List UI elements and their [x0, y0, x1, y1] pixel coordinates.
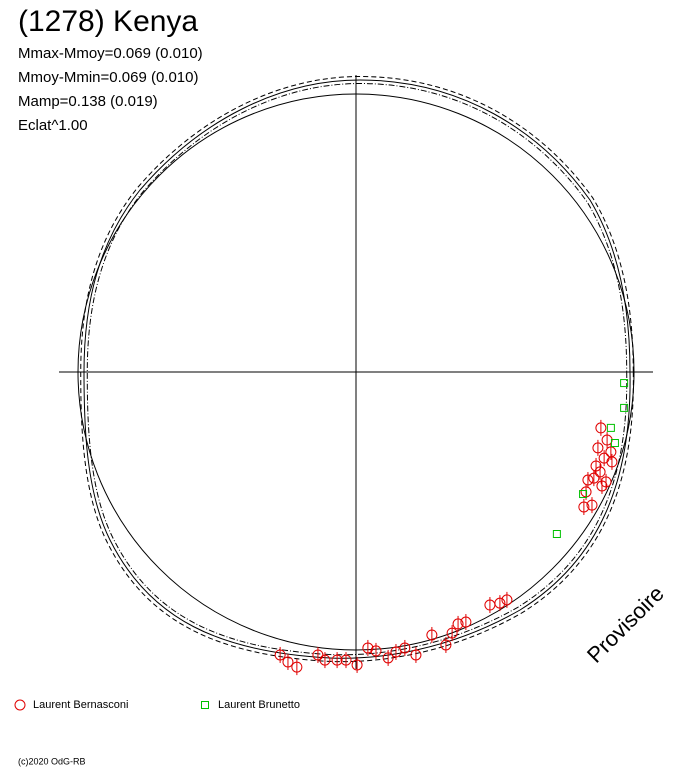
data-point: [460, 616, 472, 628]
data-point: [501, 594, 513, 606]
data-point-group: [312, 646, 324, 663]
data-point-group: [370, 642, 382, 659]
data-point-group: [588, 470, 600, 487]
fit-curves: [80, 75, 634, 663]
data-point: [446, 627, 458, 639]
annotation: Mmax-Mmoy=0.069 (0.010): [18, 45, 203, 62]
data-point-group: [592, 439, 604, 456]
data-point: [382, 652, 394, 664]
data-point-group: [600, 473, 612, 490]
data-point: [494, 597, 506, 609]
data-point: [340, 654, 352, 666]
data-point-group: [494, 595, 506, 612]
data-point-group: [594, 463, 606, 480]
legend-marker: [201, 701, 209, 709]
data-point: [596, 480, 608, 492]
legend-label: Laurent Bernasconi: [33, 699, 128, 711]
fit-curve-upper: [80, 75, 634, 663]
data-point: [362, 642, 374, 654]
data-point-group: [426, 626, 438, 643]
data-point-group: [596, 477, 608, 494]
data-point-group: [291, 659, 303, 676]
fit-curve: [83, 79, 631, 659]
chart-title: (1278) Kenya: [18, 5, 198, 38]
data-point-group: [282, 653, 294, 670]
data-point-group: [446, 625, 458, 642]
data-point-group: [331, 652, 343, 669]
data-point: [601, 434, 613, 446]
data-point-group: [399, 639, 411, 656]
data-point-group: [601, 432, 613, 449]
data-point: [331, 654, 343, 666]
data-point-group: [410, 646, 422, 663]
legend-marker: [14, 699, 26, 711]
data-point: [390, 646, 402, 658]
data-point: [399, 642, 411, 654]
data-point: [410, 649, 422, 661]
data-point-group: [595, 419, 607, 436]
data-point-group: [452, 615, 464, 632]
data-point: [579, 490, 588, 499]
reference-circle: [77, 93, 635, 651]
data-point: [351, 659, 363, 671]
data-point: [582, 474, 594, 486]
annotation: Eclat^1.00: [18, 117, 88, 134]
data-point-group: [382, 649, 394, 666]
data-point-group: [351, 656, 363, 673]
data-point: [606, 456, 618, 468]
data-point: [610, 439, 619, 448]
data-point: [588, 472, 600, 484]
legend-label: Laurent Brunetto: [218, 699, 300, 711]
data-point-group: [340, 652, 352, 669]
annotation: Mmoy-Mmin=0.069 (0.010): [18, 69, 198, 86]
data-point: [452, 618, 464, 630]
data-point: [370, 645, 382, 657]
data-point: [600, 476, 612, 488]
data-point: [592, 442, 604, 454]
data-point-group: [440, 636, 452, 653]
data-point: [594, 466, 606, 478]
data-point-group: [274, 646, 286, 663]
data-point-group: [582, 472, 594, 488]
data-point: [586, 499, 598, 511]
data-point: [312, 649, 324, 661]
data-point: [580, 486, 592, 498]
series: [274, 419, 618, 676]
data-point-group: [606, 453, 618, 470]
legend-item: Laurent Brunetto: [201, 699, 300, 711]
data-point-group: [590, 457, 602, 474]
copyright: (c)2020 OdG-RB: [18, 756, 86, 766]
data-point: [282, 656, 294, 668]
data-point-group: [460, 614, 472, 631]
data-point: [590, 460, 602, 472]
legend-item: Laurent Bernasconi: [14, 699, 128, 711]
data-point: [578, 501, 590, 513]
data-point: [620, 403, 629, 412]
data-point: [274, 649, 286, 661]
data-point: [426, 629, 438, 641]
data-point-group: [501, 591, 513, 608]
annotation: Mamp=0.138 (0.019): [18, 93, 158, 110]
data-point: [291, 661, 303, 673]
data-point: [606, 423, 615, 432]
data-point-group: [578, 499, 590, 515]
data-point-group: [586, 497, 598, 514]
data-point-group: [390, 643, 402, 660]
data-point: [552, 530, 561, 538]
series: [552, 379, 629, 538]
data-point: [440, 639, 452, 651]
data-point-group: [319, 652, 331, 669]
data-point: [620, 379, 629, 388]
data-point: [595, 422, 607, 434]
data-point: [319, 654, 331, 666]
data-point-group: [362, 639, 374, 656]
